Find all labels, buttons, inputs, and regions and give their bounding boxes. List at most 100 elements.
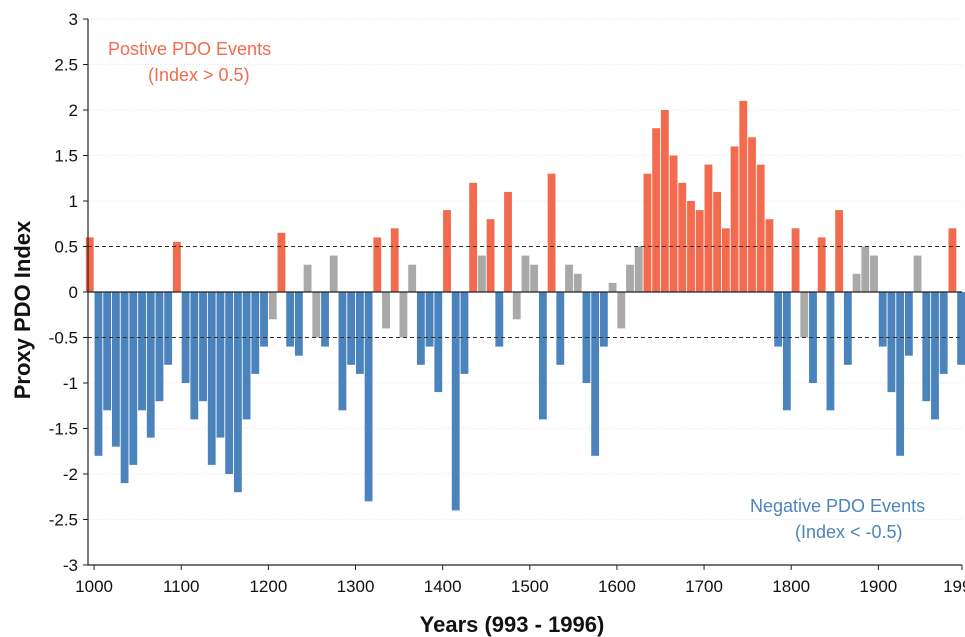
y-tick-label-10: 2 (69, 101, 78, 120)
bar-1115 (190, 292, 199, 420)
bar-1305 (355, 292, 364, 374)
bar-1705 (704, 164, 713, 292)
bar-1015 (103, 292, 112, 411)
bar-1545 (565, 264, 573, 292)
x-tick-label-4: 1400 (424, 577, 462, 596)
bar-1085 (164, 292, 173, 365)
bars (85, 100, 965, 511)
bar-995 (85, 237, 94, 292)
bar-1875 (852, 273, 861, 292)
x-tick-label-1: 1100 (163, 577, 200, 596)
y-tick-label-6: 0 (69, 283, 78, 302)
bar-1595 (608, 282, 617, 292)
bar-1355 (399, 292, 408, 338)
bar-1145 (216, 292, 225, 438)
annotation-negative-line2: (Index < -0.5) (795, 522, 903, 542)
bar-1335 (382, 292, 390, 329)
x-tick-label-6: 1600 (598, 577, 636, 596)
x-tick-label-9: 1900 (859, 577, 897, 596)
y-tick-label-8: 1 (69, 192, 78, 211)
bar-1315 (364, 292, 373, 502)
y-tick-label-12: 3 (69, 10, 78, 29)
bar-1375 (416, 292, 425, 365)
bar-1165 (233, 292, 242, 493)
bar-1275 (329, 255, 338, 292)
bar-1605 (617, 292, 626, 329)
bar-1675 (678, 182, 687, 292)
bar-1245 (303, 264, 312, 292)
y-tick-label-9: 1.5 (54, 147, 78, 166)
bar-1645 (652, 128, 661, 292)
bar-1475 (504, 191, 512, 292)
bar-1895 (870, 255, 878, 292)
bar-1485 (512, 292, 521, 320)
bar-1655 (660, 110, 669, 292)
bar-1585 (599, 292, 608, 347)
bar-1755 (748, 137, 756, 292)
bar-1665 (669, 155, 678, 292)
bar-1345 (390, 228, 399, 292)
bar-1745 (739, 100, 748, 293)
bar-1975 (939, 292, 948, 374)
bar-1845 (826, 292, 835, 411)
bar-1865 (843, 292, 852, 365)
y-tick-label-2: -2 (63, 465, 78, 484)
bar-1235 (294, 292, 303, 356)
bar-1985 (948, 228, 957, 292)
y-axis-title: Proxy PDO Index (10, 220, 35, 399)
bar-1945 (913, 255, 922, 292)
bar-1265 (321, 292, 329, 347)
bar-1075 (155, 292, 164, 402)
bar-1295 (347, 292, 356, 365)
bar-1005 (94, 292, 103, 456)
bar-1465 (495, 292, 504, 347)
bar-1445 (477, 255, 486, 292)
bar-1385 (425, 292, 434, 347)
y-tick-label-0: -3 (63, 556, 78, 575)
bar-1525 (547, 173, 556, 292)
bar-1635 (643, 173, 652, 292)
bar-1205 (268, 292, 277, 320)
bar-1195 (260, 292, 268, 347)
bar-1935 (904, 292, 913, 356)
bar-1055 (138, 292, 146, 411)
bar-1785 (774, 292, 783, 347)
bar-1175 (242, 292, 251, 420)
bar-1025 (111, 292, 120, 447)
bar-1325 (373, 237, 382, 292)
bar-1835 (817, 237, 826, 292)
annotation-positive-line2: (Index > 0.5) (148, 65, 250, 85)
x-tick-label-0: 1000 (75, 577, 113, 596)
x-tick-label-7: 1700 (685, 577, 723, 596)
bar-1365 (408, 264, 417, 292)
x-tick-label-8: 1800 (772, 577, 810, 596)
bar-1515 (538, 292, 547, 420)
bar-1695 (695, 210, 704, 292)
bar-1725 (721, 228, 730, 292)
bar-1765 (756, 164, 765, 292)
bar-1035 (120, 292, 129, 484)
bar-1885 (861, 246, 870, 292)
bar-1065 (146, 292, 155, 438)
bar-1775 (765, 219, 774, 292)
bar-1495 (521, 255, 530, 292)
bar-1575 (591, 292, 600, 456)
bar-1555 (573, 273, 582, 292)
bar-1105 (181, 292, 190, 383)
bar-1535 (556, 292, 565, 365)
y-tick-label-11: 2.5 (54, 56, 78, 75)
bar-1255 (312, 292, 321, 338)
bar-1915 (887, 292, 896, 393)
bar-1805 (791, 228, 800, 292)
bar-1625 (634, 246, 643, 292)
x-tick-label-5: 1500 (511, 577, 549, 596)
x-tick-label-3: 1300 (337, 577, 375, 596)
bar-1415 (451, 292, 460, 511)
bar-1215 (277, 232, 286, 292)
bar-1615 (626, 264, 634, 292)
bar-1855 (835, 210, 844, 292)
y-tick-label-5: -0.5 (49, 329, 78, 348)
bar-1505 (530, 264, 539, 292)
bar-1715 (713, 191, 722, 292)
